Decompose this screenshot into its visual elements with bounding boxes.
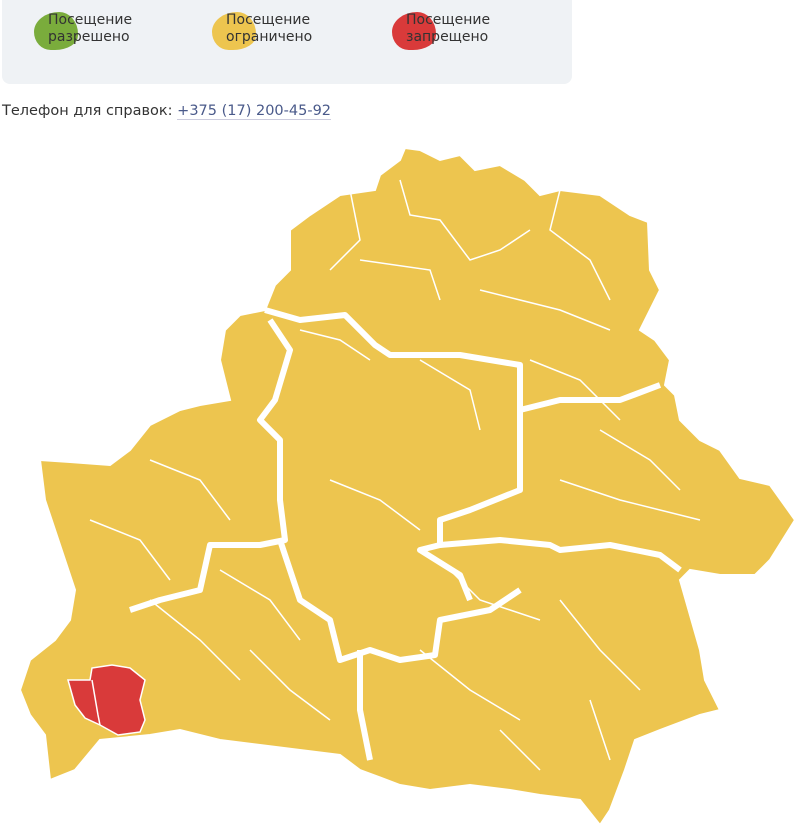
phone-info: Телефон для справок: +375 (17) 200-45-92 <box>2 103 332 120</box>
forbidden-district[interactable] <box>67 664 146 736</box>
legend-item-forbidden: Посещение запрещено <box>392 12 490 50</box>
district-borders <box>89 179 701 771</box>
legend-item-allowed: Посещение разрешено <box>34 12 132 50</box>
phone-link[interactable]: +375 (17) 200-45-92 <box>177 103 332 120</box>
region-borders <box>129 307 682 761</box>
legend-item-restricted: Посещение ограничено <box>212 12 312 50</box>
yellow-blob-icon <box>212 12 256 50</box>
green-blob-icon <box>34 12 78 50</box>
red-blob-icon <box>392 12 436 50</box>
forbidden-district-border <box>91 679 101 726</box>
country-area[interactable] <box>18 146 797 827</box>
legend-panel: Посещение разрешено Посещение ограничено П… <box>2 0 572 84</box>
